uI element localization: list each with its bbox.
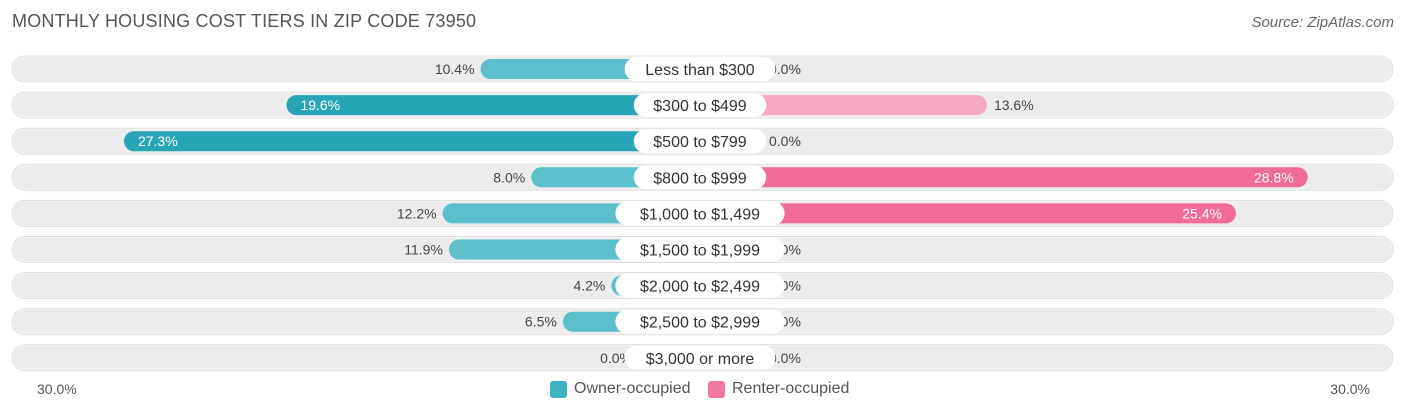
category-label: $2,000 to $2,499 xyxy=(640,279,760,296)
legend-owner: Owner-occupied xyxy=(550,380,691,398)
category-pill xyxy=(633,165,767,190)
renter-value-label: 28.8% xyxy=(1254,169,1294,185)
owner-value-label: 10.4% xyxy=(435,61,475,77)
owner-value-label: 19.6% xyxy=(300,97,340,113)
owner-value-label: 27.3% xyxy=(138,133,178,149)
renter-value-label: 13.6% xyxy=(994,97,1034,113)
owner-value-label: 11.9% xyxy=(404,242,443,258)
legend-renter-swatch xyxy=(708,380,725,398)
owner-value-label: 8.0% xyxy=(493,169,525,185)
owner-value-label: 0.0% xyxy=(600,350,632,366)
renter-value-label: 0.0% xyxy=(769,61,801,77)
category-pill xyxy=(615,237,785,262)
axis-right-label: 30.0% xyxy=(1330,381,1370,397)
category-label: $1,500 to $1,999 xyxy=(640,243,760,260)
category-pill xyxy=(624,345,776,370)
category-pill xyxy=(633,93,767,118)
category-pill xyxy=(615,309,785,334)
category-pill xyxy=(624,57,776,81)
renter-value-label: 0.0% xyxy=(769,350,801,366)
owner-value-label: 12.2% xyxy=(397,205,437,221)
axis-left-label: 30.0% xyxy=(37,381,77,397)
renter-bar xyxy=(700,203,1236,224)
category-label: Less than $300 xyxy=(645,62,755,79)
legend-renter: Renter-occupied xyxy=(708,380,849,398)
category-label: $3,000 or more xyxy=(646,351,755,368)
renter-value-label: 25.4% xyxy=(1182,205,1222,221)
category-pill xyxy=(633,129,767,154)
chart-title: MONTHLY HOUSING COST TIERS IN ZIP CODE 7… xyxy=(12,11,477,31)
category-label: $300 to $499 xyxy=(653,98,747,115)
chart-svg: 10.4% 0.0% Less than $300 19.6% 13.6% $300 to… xyxy=(11,55,1394,372)
renter-value-label: 0.0% xyxy=(769,133,801,149)
category-pill xyxy=(615,273,785,298)
source-note: Source: ZipAtlas.com xyxy=(1251,14,1394,31)
renter-bar xyxy=(700,95,987,116)
category-label: $500 to $799 xyxy=(653,134,747,151)
legend: Owner-occupied Renter-occupied xyxy=(0,378,1406,400)
owner-value-label: 4.2% xyxy=(573,278,605,294)
legend-owner-label: Owner-occupied xyxy=(574,380,691,397)
owner-value-label: 6.5% xyxy=(525,314,557,330)
owner-bar xyxy=(123,131,701,152)
renter-bar xyxy=(700,167,1308,188)
category-label: $1,000 to $1,499 xyxy=(640,206,760,223)
owner-bar xyxy=(286,95,700,116)
legend-renter-label: Renter-occupied xyxy=(732,380,850,397)
legend-owner-swatch xyxy=(550,380,567,398)
category-label: $2,500 to $2,999 xyxy=(640,315,760,332)
category-pill xyxy=(615,201,785,226)
category-label: $800 to $999 xyxy=(653,170,747,187)
